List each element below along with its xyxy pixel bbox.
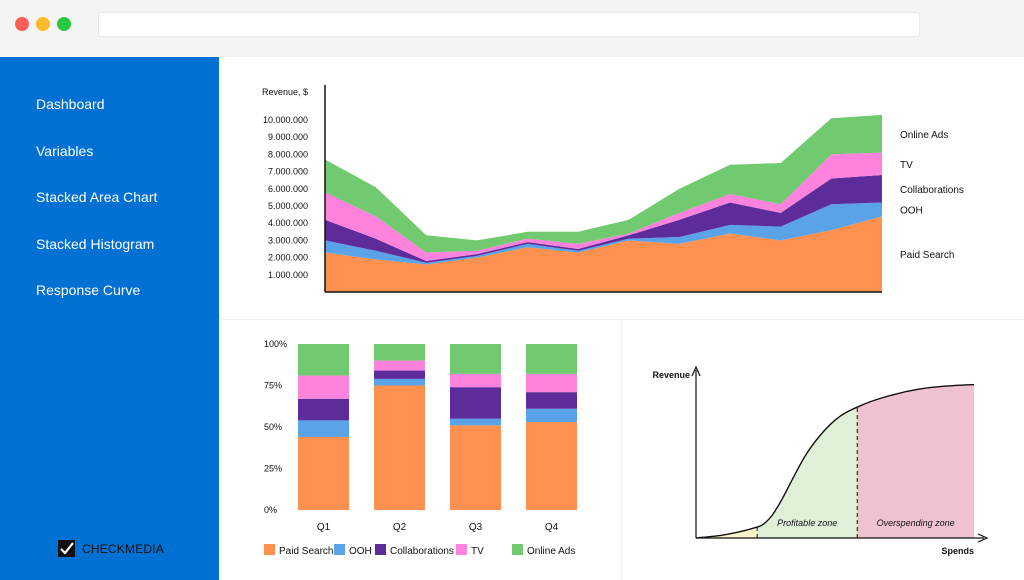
legend-label-tv: TV bbox=[471, 546, 484, 557]
sidebar-item-stacked-histogram[interactable]: Stacked Histogram bbox=[36, 236, 155, 252]
bar-q3-ooh bbox=[450, 418, 501, 426]
logo-text: CHECKMEDIA bbox=[82, 542, 165, 556]
bar-q2-ooh bbox=[374, 378, 425, 386]
y-tick-label: 50% bbox=[264, 422, 282, 432]
bar-q3-tv bbox=[450, 373, 501, 388]
sidebar: Dashboard Variables Stacked Area Chart S… bbox=[0, 57, 219, 580]
y-tick-label: 7.000.000 bbox=[268, 167, 308, 177]
bar-q1-paid-search bbox=[298, 436, 349, 510]
bar-q4-paid-search bbox=[526, 422, 577, 510]
divider bbox=[621, 320, 622, 580]
overspending-zone-fill bbox=[857, 384, 974, 538]
y-tick-label: 4.000.000 bbox=[268, 218, 308, 228]
profitable-zone-fill bbox=[757, 407, 858, 538]
bar-q4-ooh bbox=[526, 408, 577, 423]
area-series-tv bbox=[325, 152, 882, 262]
legend-swatch-ooh bbox=[334, 544, 345, 555]
stacked-histogram-chart: Q1 Q2 Q3 Q4 0% 25% 50% 75% 100% Paid Search OOH Col… bbox=[264, 339, 577, 557]
minimize-window-button[interactable] bbox=[36, 17, 50, 31]
area-series-ooh bbox=[325, 202, 882, 265]
area-series-online-ads bbox=[325, 114, 882, 253]
legend-label-collaborations: Collaborations bbox=[900, 185, 964, 196]
window-titlebar bbox=[0, 0, 1024, 57]
area-series-collaborations bbox=[325, 175, 882, 263]
bar-q3-paid-search bbox=[450, 425, 501, 510]
y-tick-label: 10.000.000 bbox=[263, 115, 308, 125]
legend-label-online-ads: Online Ads bbox=[900, 130, 948, 141]
checkbox-icon bbox=[58, 540, 75, 557]
stacked-histogram-panel: Q1 Q2 Q3 Q4 0% 25% 50% 75% 100% Paid Search OOH Col… bbox=[220, 320, 621, 580]
legend-swatch-paid-search bbox=[264, 544, 275, 555]
y-axis-label: Revenue, $ bbox=[262, 87, 308, 97]
bar-q2-paid-search bbox=[374, 385, 425, 510]
address-bar[interactable] bbox=[98, 12, 920, 37]
sidebar-item-variables[interactable]: Variables bbox=[36, 143, 94, 159]
bar-q4-tv bbox=[526, 373, 577, 393]
sidebar-item-response-curve[interactable]: Response Curve bbox=[36, 282, 141, 298]
bar-q1-tv bbox=[298, 375, 349, 399]
bar-q2-tv bbox=[374, 360, 425, 371]
y-tick-label: 2.000.000 bbox=[268, 253, 308, 263]
legend-swatch-tv bbox=[456, 544, 467, 555]
close-window-button[interactable] bbox=[15, 17, 29, 31]
bar-q2-collaborations bbox=[374, 370, 425, 379]
divider bbox=[220, 319, 1024, 320]
y-tick-label: 8.000.000 bbox=[268, 149, 308, 159]
bar-q4-collaborations bbox=[526, 392, 577, 409]
x-axis-label: Spends bbox=[941, 546, 974, 556]
x-tick-label: Q4 bbox=[545, 522, 559, 533]
y-tick-label: 0% bbox=[264, 505, 277, 515]
sidebar-item-dashboard[interactable]: Dashboard bbox=[36, 96, 105, 112]
response-curve-chart: Revenue Spends Profitable zone Overspending… bbox=[652, 365, 989, 556]
sidebar-item-stacked-area-chart[interactable]: Stacked Area Chart bbox=[36, 189, 158, 205]
bar-q3-online-ads bbox=[450, 344, 501, 374]
y-axis-arrow-icon bbox=[691, 365, 701, 377]
x-tick-label: Q2 bbox=[393, 522, 407, 533]
y-tick-label: 3.000.000 bbox=[268, 235, 308, 245]
y-tick-label: 25% bbox=[264, 464, 282, 474]
stacked-area-chart-panel: Paid Search OOH Collaborations TV Online Ads… bbox=[220, 57, 1024, 319]
legend-label-tv: TV bbox=[900, 160, 913, 171]
early-zone-fill bbox=[696, 527, 758, 538]
y-tick-label: 100% bbox=[264, 339, 287, 349]
x-tick-label: Q3 bbox=[469, 522, 483, 533]
bar-q4-online-ads bbox=[526, 344, 577, 374]
legend-label-ooh: OOH bbox=[349, 546, 372, 557]
profitable-zone-label: Profitable zone bbox=[777, 518, 837, 528]
bar-q1-online-ads bbox=[298, 344, 349, 376]
legend-label-online-ads: Online Ads bbox=[527, 546, 575, 557]
legend-swatch-online-ads bbox=[512, 544, 523, 555]
overspending-zone-label: Overspending zone bbox=[877, 518, 955, 528]
legend-label-collaborations: Collaborations bbox=[390, 546, 454, 557]
y-tick-label: 6.000.000 bbox=[268, 184, 308, 194]
bar-q1-ooh bbox=[298, 420, 349, 437]
bar-q2-online-ads bbox=[374, 344, 425, 361]
legend-label-paid-search: Paid Search bbox=[279, 546, 333, 557]
x-tick-label: Q1 bbox=[317, 522, 331, 533]
y-tick-label: 1.000.000 bbox=[268, 270, 308, 280]
response-curve-panel: Revenue Spends Profitable zone Overspending… bbox=[622, 320, 1024, 580]
legend-label-ooh: OOH bbox=[900, 205, 923, 216]
y-tick-label: 75% bbox=[264, 381, 282, 391]
maximize-window-button[interactable] bbox=[57, 17, 71, 31]
x-axis-arrow-icon bbox=[977, 533, 989, 543]
y-axis-label: Revenue bbox=[652, 370, 690, 380]
legend-label-paid-search: Paid Search bbox=[900, 250, 954, 261]
y-tick-label: 9.000.000 bbox=[268, 132, 308, 142]
area-series-paid-search bbox=[325, 216, 882, 292]
stacked-area-chart: Paid Search OOH Collaborations TV Online Ads… bbox=[262, 85, 964, 293]
response-curve-line bbox=[695, 383, 975, 539]
y-tick-label: 5.000.000 bbox=[268, 201, 308, 211]
bar-q3-collaborations bbox=[450, 387, 501, 419]
legend-swatch-collaborations bbox=[375, 544, 386, 555]
bar-q1-collaborations bbox=[298, 398, 349, 421]
